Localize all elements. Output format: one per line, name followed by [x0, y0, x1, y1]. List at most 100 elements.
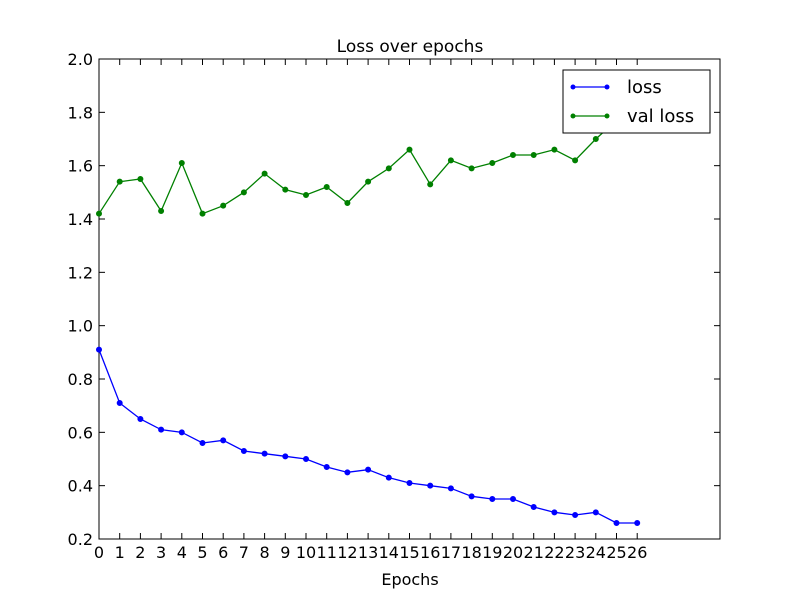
x-tick-label: 9 — [280, 543, 290, 562]
x-tick-label: 23 — [565, 543, 585, 562]
data-point-val-loss — [592, 136, 599, 142]
x-tick-label: 12 — [337, 543, 357, 562]
x-tick-label: 5 — [197, 543, 207, 562]
x-tick-label: 26 — [627, 543, 647, 562]
data-point-loss — [365, 466, 372, 473]
data-point-loss — [116, 400, 123, 406]
legend-label-loss: loss — [627, 77, 662, 98]
x-tick-label: 22 — [544, 543, 564, 562]
data-point-loss — [572, 512, 579, 518]
x-tick-label: 4 — [177, 543, 187, 562]
y-tick-label: 0.4 — [68, 477, 93, 496]
x-tick-label: 16 — [420, 543, 440, 562]
plot-frame — [98, 58, 721, 540]
y-tick-label: 1.6 — [68, 157, 93, 176]
legend-marker-loss — [570, 84, 576, 90]
data-point-loss — [385, 474, 392, 481]
data-point-val-loss — [510, 152, 516, 158]
x-tick-label: 3 — [156, 543, 166, 562]
legend-label-val-loss: val loss — [627, 106, 694, 127]
data-point-val-loss — [323, 184, 330, 190]
data-point-val-loss — [427, 181, 434, 188]
data-point-loss — [634, 520, 641, 526]
data-point-val-loss — [220, 202, 227, 209]
data-point-val-loss — [199, 210, 206, 217]
chart-title: Loss over epochs — [337, 37, 484, 57]
data-point-loss — [592, 509, 599, 516]
data-point-val-loss — [178, 160, 185, 166]
data-point-loss — [489, 496, 496, 502]
y-tick-label: 0.6 — [68, 423, 93, 442]
y-tick-label: 0.2 — [68, 530, 93, 549]
data-point-loss — [344, 469, 351, 476]
data-point-val-loss — [116, 178, 123, 185]
x-tick-label: 1 — [115, 543, 125, 562]
x-axis-label: Epochs — [381, 570, 438, 589]
y-tick-label: 1.0 — [68, 317, 93, 336]
x-tick-label: 7 — [239, 543, 249, 562]
data-point-val-loss — [158, 208, 165, 214]
x-tick-label: 18 — [461, 543, 481, 562]
data-point-loss — [220, 437, 227, 444]
data-point-val-loss — [344, 200, 351, 206]
data-point-val-loss — [282, 186, 289, 193]
x-tick-label: 11 — [317, 543, 337, 562]
plot-area: 0.20.40.60.81.01.21.41.61.82.00 1 2 3 4 5 6 7 8 9… — [68, 50, 721, 562]
data-point-loss — [137, 416, 144, 422]
data-point-loss — [406, 480, 413, 486]
data-point-val-loss — [303, 192, 309, 198]
data-point-loss — [468, 493, 475, 500]
data-point-loss — [613, 520, 620, 526]
data-point-val-loss — [447, 157, 454, 164]
x-tick-label: 2 — [135, 543, 145, 562]
x-tick-label: 19 — [482, 543, 502, 562]
data-point-val-loss — [406, 146, 413, 153]
data-point-loss — [158, 426, 165, 433]
y-tick-label: 1.2 — [68, 263, 93, 282]
legend-marker-val-loss — [570, 113, 576, 119]
data-point-val-loss — [468, 165, 475, 172]
legend-marker-val-loss — [604, 113, 610, 119]
data-point-val-loss — [530, 152, 537, 158]
legend-marker-loss — [604, 84, 610, 90]
x-tick-label: 14 — [379, 543, 399, 562]
data-point-val-loss — [551, 146, 558, 153]
legend-box — [562, 69, 711, 134]
data-point-val-loss — [385, 165, 392, 172]
data-point-loss — [427, 482, 434, 489]
y-tick-label: 2.0 — [68, 50, 93, 69]
data-point-loss — [199, 440, 206, 446]
data-point-loss — [178, 429, 185, 436]
y-tick-label: 1.8 — [68, 103, 93, 122]
data-point-loss — [447, 485, 454, 492]
y-tick-label: 1.4 — [68, 210, 93, 229]
data-point-loss — [303, 456, 309, 462]
data-point-val-loss — [365, 178, 372, 185]
x-tick-label: 13 — [358, 543, 378, 562]
data-point-val-loss — [240, 189, 247, 196]
data-point-loss — [510, 496, 516, 502]
x-tick-label: 8 — [260, 543, 270, 562]
x-tick-label: 24 — [586, 543, 606, 562]
data-point-val-loss — [96, 210, 102, 217]
x-tick-label: 17 — [441, 543, 461, 562]
data-point-loss — [261, 450, 268, 457]
data-point-loss — [530, 504, 537, 510]
data-point-loss — [323, 464, 330, 470]
x-tick-label: 21 — [524, 543, 544, 562]
data-point-val-loss — [572, 157, 579, 164]
data-point-val-loss — [137, 176, 144, 182]
data-point-loss — [551, 509, 558, 516]
data-point-val-loss — [261, 170, 268, 177]
data-point-val-loss — [489, 160, 496, 166]
x-tick-label: 6 — [218, 543, 228, 562]
x-tick-label: 20 — [503, 543, 523, 562]
x-tick-label: 10 — [296, 543, 316, 562]
y-tick-label: 0.8 — [68, 370, 93, 389]
x-tick-label: 25 — [606, 543, 626, 562]
data-point-loss — [96, 346, 102, 353]
data-point-loss — [240, 448, 247, 454]
x-tick-label: 15 — [399, 543, 419, 562]
